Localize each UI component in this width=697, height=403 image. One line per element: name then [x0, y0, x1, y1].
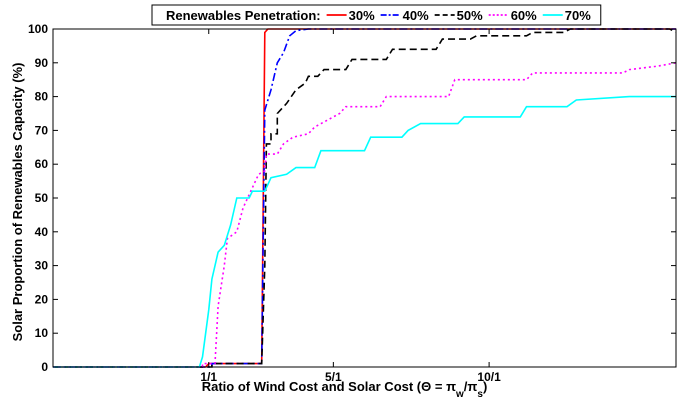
- series-layer: [53, 28, 676, 368]
- x-axis-title-sub-s: s: [477, 389, 483, 399]
- y-tick-label: 30: [35, 259, 49, 273]
- y-tick-label: 40: [35, 225, 49, 239]
- legend-label-5: 70%: [565, 8, 591, 23]
- legend: Renewables Penetration: 30% 40% 50% 60% 70%: [151, 4, 602, 26]
- series-line-4: [53, 62, 676, 368]
- ticks-layer: 0 10 20 30 40 50 60 70 80 90 100 1/1 5/1 10/1: [28, 22, 676, 384]
- y-tick-label: 100: [28, 22, 48, 36]
- y-tick-label: 50: [35, 191, 49, 205]
- series-line-3: [53, 28, 676, 368]
- legend-label-1: 30%: [349, 8, 375, 23]
- y-tick-label: 10: [35, 326, 49, 340]
- y-tick-label: 0: [41, 360, 48, 374]
- series-line-5: [53, 95, 676, 368]
- legend-label-3: 50%: [457, 8, 483, 23]
- legend-label-4: 60%: [511, 8, 537, 23]
- y-axis-title: Solar Proportion of Renewables Capacity …: [10, 63, 25, 342]
- plot-frame: [52, 28, 677, 368]
- y-tick-label: 70: [35, 123, 49, 137]
- x-axis-title: Ratio of Wind Cost and Solar Cost (Θ = π…: [202, 379, 488, 398]
- x-tick-label: 5/1: [325, 370, 342, 384]
- series-line-2: [53, 28, 676, 368]
- x-axis-title-mid: /π: [464, 379, 478, 394]
- legend-label-2: 40%: [403, 8, 429, 23]
- y-tick-label: 20: [35, 292, 49, 306]
- x-tick-label: 1/1: [200, 370, 217, 384]
- x-tick-label: 10/1: [477, 370, 501, 384]
- legend-title: Renewables Penetration:: [166, 8, 321, 23]
- legend-box: [151, 4, 602, 26]
- y-tick-label: 60: [35, 157, 49, 171]
- x-axis-title-suffix: ): [483, 379, 487, 394]
- series-line-1: [53, 28, 676, 368]
- y-tick-label: 80: [35, 90, 49, 104]
- y-tick-label: 90: [35, 56, 49, 70]
- x-axis-title-prefix: Ratio of Wind Cost and Solar Cost (Θ = π: [202, 379, 456, 394]
- x-axis-title-sub-w: w: [455, 389, 464, 399]
